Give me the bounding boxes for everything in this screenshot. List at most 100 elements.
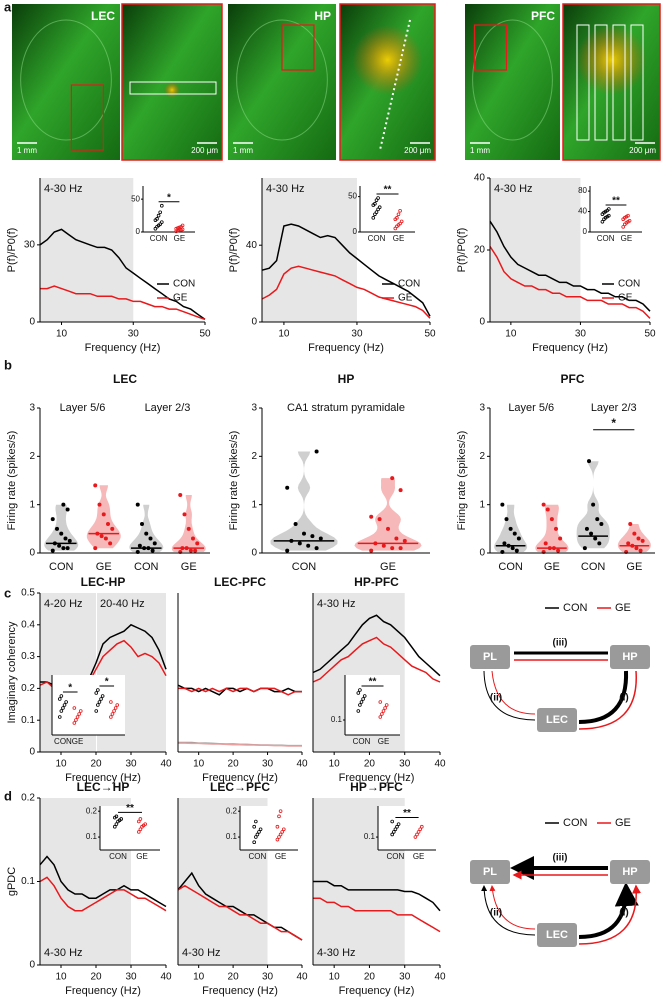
inset-category: GE	[174, 234, 186, 243]
inset-dot	[57, 697, 62, 701]
y-tick-label: 0	[251, 317, 257, 328]
violin-dot	[545, 507, 550, 512]
x-tick-label: GE	[626, 561, 642, 573]
violin-dot	[285, 548, 290, 553]
violin-dot	[314, 449, 319, 454]
inset-dot	[119, 817, 123, 821]
violin-dot	[306, 543, 311, 548]
inset-dot	[419, 824, 424, 829]
inset-dot	[381, 709, 386, 713]
series-line	[178, 742, 302, 747]
legend-label: GE	[398, 293, 413, 304]
node-label: HP	[622, 866, 637, 878]
series-line	[177, 884, 303, 941]
series-line	[312, 636, 441, 683]
inset-dot	[62, 703, 67, 707]
inset-y-tick-label: 0.1	[364, 832, 376, 841]
inset-dot	[72, 706, 77, 710]
y-tick-label: 0	[29, 747, 35, 758]
x-tick-label: 10	[55, 759, 67, 770]
x-tick-label: 20	[228, 759, 240, 770]
inset-dot	[606, 213, 611, 218]
inset-dot	[137, 830, 141, 834]
edge-label: (i)	[619, 693, 628, 704]
band-label: 4-30 Hz	[266, 183, 305, 195]
violin-dot	[97, 502, 102, 507]
inset-y-tick-label: 0.2	[86, 806, 98, 815]
violin-dot	[186, 526, 191, 531]
region-node	[610, 860, 650, 884]
violin-dot	[50, 517, 55, 522]
violin-dot	[182, 512, 187, 517]
x-tick-label: 10	[505, 329, 517, 340]
y-tick-label: 40	[474, 173, 486, 184]
inset-dot	[275, 837, 280, 842]
inset-dot	[59, 709, 64, 713]
inset-y-tick-label: 50	[131, 194, 140, 203]
violin-dot	[587, 459, 591, 464]
y-tick-label: 0	[29, 548, 35, 559]
inset-dot	[109, 715, 113, 719]
series-line	[39, 228, 206, 321]
legend-label: GE	[173, 293, 188, 304]
edge-label: (i)	[619, 908, 628, 919]
inset-category: CON	[387, 852, 405, 861]
y-tick-label: 0.1	[21, 715, 35, 726]
inset-dot	[600, 219, 605, 224]
inset-dot	[94, 709, 99, 713]
band-label: 4-30 Hz	[44, 183, 83, 195]
y-axis-label: P(f)/P0(f)	[228, 228, 240, 273]
x-tick-label: CON	[134, 561, 159, 573]
inset-dot	[252, 840, 257, 845]
probe-track	[379, 19, 411, 151]
x-tick-label: 40	[160, 972, 172, 983]
x-tick-label: 20	[228, 972, 240, 983]
inset-dot	[373, 201, 377, 206]
y-tick-label: 0.2	[21, 683, 35, 694]
inset-category: GE	[136, 852, 148, 861]
series-line	[40, 285, 206, 321]
violin-dot	[599, 522, 604, 526]
inset-background	[590, 186, 642, 232]
inset-dot	[416, 830, 421, 834]
violin-dot	[193, 548, 198, 553]
inset-dot	[358, 688, 362, 692]
violin-dot	[584, 526, 589, 531]
violin-shape	[86, 485, 121, 549]
x-tick-label: 50	[424, 329, 436, 340]
probe-track	[129, 81, 217, 95]
violin-dot	[65, 546, 70, 551]
x-tick-label: CON	[292, 561, 317, 573]
tissue-detail	[236, 19, 328, 141]
y-tick-label: 1	[29, 499, 35, 510]
band-label: 4-30 Hz	[182, 947, 221, 959]
legend-label: GE	[615, 817, 631, 829]
violin-dot	[516, 536, 521, 541]
connection	[491, 670, 536, 715]
inset-background	[240, 806, 298, 850]
inset-dot	[278, 832, 283, 837]
inset-dot	[252, 824, 257, 829]
violin-dot	[541, 502, 546, 507]
inset-dot	[180, 223, 185, 228]
significance-label: **	[612, 196, 620, 207]
inset-dot	[114, 822, 119, 826]
violin-dot	[93, 546, 98, 551]
connection	[578, 670, 629, 724]
y-axis-label: Firing rate (spikes/s)	[6, 431, 18, 531]
y-axis-label: gPDC	[6, 867, 18, 896]
inset-category: CON	[353, 737, 371, 746]
inset-dot	[109, 700, 113, 704]
inset-dot	[378, 715, 383, 719]
inset-dot	[278, 809, 283, 813]
scale-label: 1 mm	[233, 146, 253, 155]
x-tick-label: 50	[644, 329, 656, 340]
inset-dot	[138, 827, 143, 832]
x-tick-label: 30	[351, 329, 363, 340]
region-node	[537, 923, 577, 947]
violin-dot	[386, 526, 390, 531]
y-tick-label: 3	[251, 403, 257, 414]
connection	[578, 670, 637, 730]
violin-dot	[512, 531, 517, 536]
region-label: PFC	[531, 9, 555, 23]
